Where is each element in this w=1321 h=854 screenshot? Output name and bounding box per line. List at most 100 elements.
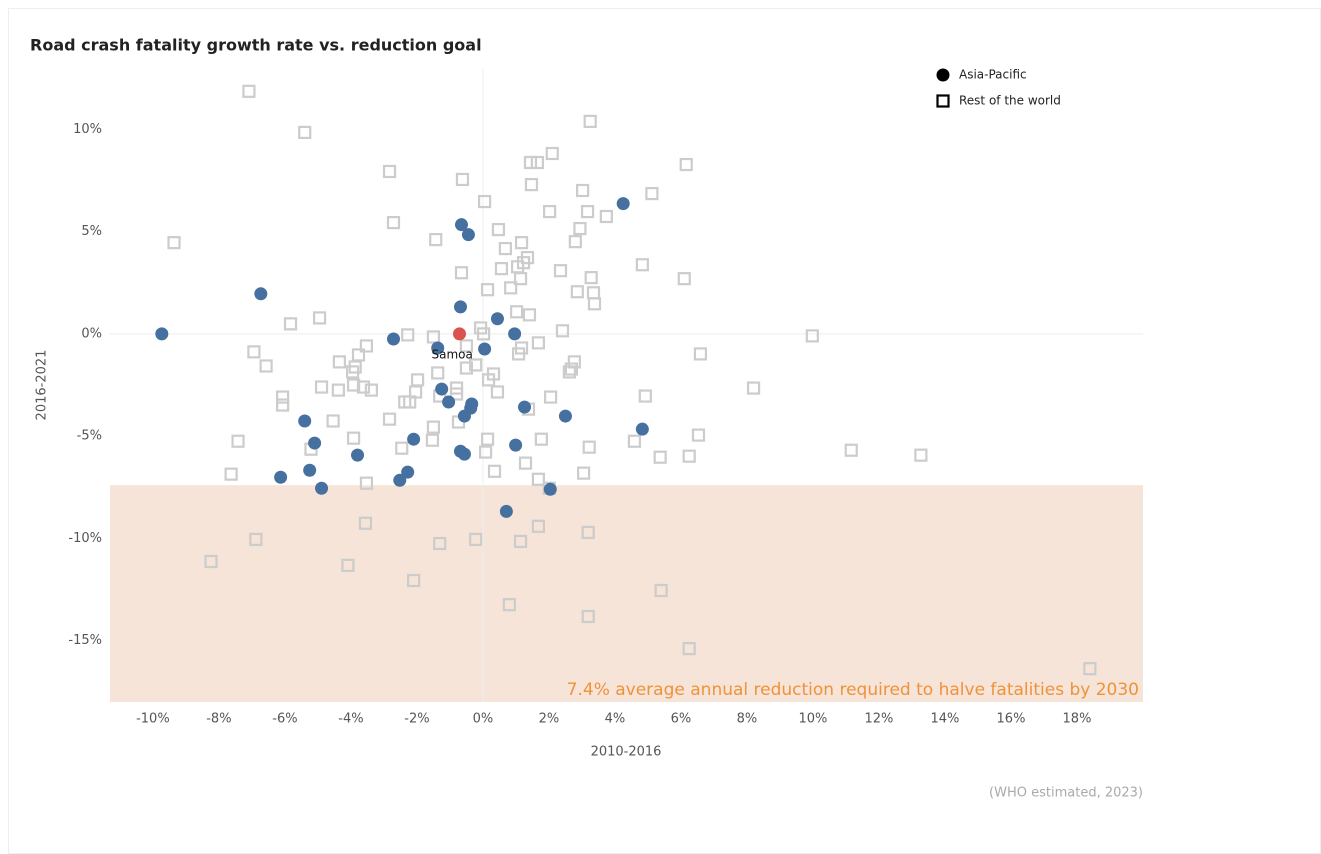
point — [531, 472, 545, 486]
point — [364, 383, 378, 397]
point — [513, 272, 528, 286]
point — [518, 456, 533, 470]
point — [584, 271, 598, 285]
point — [576, 183, 590, 198]
point — [359, 476, 374, 490]
point — [555, 324, 570, 338]
x-tick-label: 4% — [605, 712, 626, 727]
point — [429, 232, 443, 247]
x-tick-label: 12% — [865, 712, 894, 727]
point — [477, 194, 492, 209]
point — [469, 358, 483, 372]
point — [459, 339, 474, 353]
point — [478, 445, 493, 459]
x-tick-label: -6% — [272, 712, 297, 727]
point — [679, 157, 693, 172]
point — [407, 573, 421, 588]
y-tick-label: -10% — [68, 531, 102, 546]
point — [242, 84, 256, 98]
point — [677, 272, 691, 286]
point — [491, 222, 506, 237]
point — [455, 172, 470, 187]
point — [805, 329, 819, 343]
x-tick-label: -8% — [206, 712, 231, 727]
point — [914, 448, 928, 462]
point — [359, 339, 374, 353]
x-tick-label: -10% — [136, 712, 170, 727]
point — [531, 519, 545, 533]
x-tick-label: 10% — [799, 712, 828, 727]
point — [599, 209, 613, 224]
point — [568, 235, 582, 249]
point — [494, 262, 509, 276]
point — [691, 428, 706, 442]
point — [247, 345, 261, 359]
point — [457, 447, 471, 461]
point — [426, 330, 441, 344]
point — [403, 395, 417, 409]
y-tick-label: -5% — [77, 429, 102, 444]
x-tick-label: -2% — [404, 712, 429, 727]
point — [583, 114, 597, 128]
point — [259, 359, 273, 373]
point — [332, 355, 346, 369]
point — [518, 400, 532, 414]
point — [298, 414, 312, 428]
point — [426, 420, 441, 434]
y-tick-label: 5% — [81, 224, 102, 239]
point — [315, 481, 329, 495]
point — [508, 327, 522, 341]
point — [499, 504, 513, 518]
point — [231, 434, 245, 448]
y-tick-label: -15% — [68, 633, 102, 648]
legend-marker — [936, 94, 950, 108]
point — [645, 186, 659, 201]
point — [326, 414, 340, 428]
point — [509, 438, 523, 452]
point — [543, 204, 557, 219]
band-label: 7.4% average annual reduction required t… — [567, 680, 1139, 700]
point — [481, 373, 496, 387]
point — [746, 381, 761, 395]
point — [530, 155, 544, 170]
point — [433, 536, 447, 551]
point — [314, 380, 329, 394]
highlight-label: Samoa — [432, 347, 473, 361]
point — [454, 218, 468, 232]
x-tick-label: 14% — [931, 712, 960, 727]
x-tick-label: 16% — [997, 712, 1026, 727]
point — [401, 328, 415, 342]
point — [562, 365, 577, 379]
point — [581, 525, 595, 540]
point — [224, 467, 238, 481]
point — [351, 448, 365, 462]
point — [435, 382, 449, 396]
point — [616, 197, 630, 211]
point — [638, 389, 652, 403]
point — [274, 470, 288, 484]
point — [581, 609, 595, 624]
point — [312, 311, 327, 325]
point — [490, 385, 505, 399]
x-tick-label: 8% — [737, 712, 758, 727]
point — [356, 380, 371, 394]
point — [249, 532, 263, 547]
point — [386, 216, 401, 230]
point — [303, 463, 317, 477]
point — [382, 164, 397, 179]
point — [570, 285, 584, 299]
x-tick-label: 0% — [473, 712, 494, 727]
point — [457, 409, 471, 423]
point — [580, 204, 595, 219]
point — [346, 431, 361, 445]
point — [553, 264, 568, 278]
point — [523, 155, 538, 170]
point — [459, 361, 474, 375]
point — [576, 466, 591, 480]
point — [514, 236, 529, 250]
reduction-band — [110, 485, 1143, 702]
point — [386, 332, 400, 346]
point — [498, 241, 512, 256]
point — [682, 642, 696, 656]
point — [545, 146, 559, 161]
